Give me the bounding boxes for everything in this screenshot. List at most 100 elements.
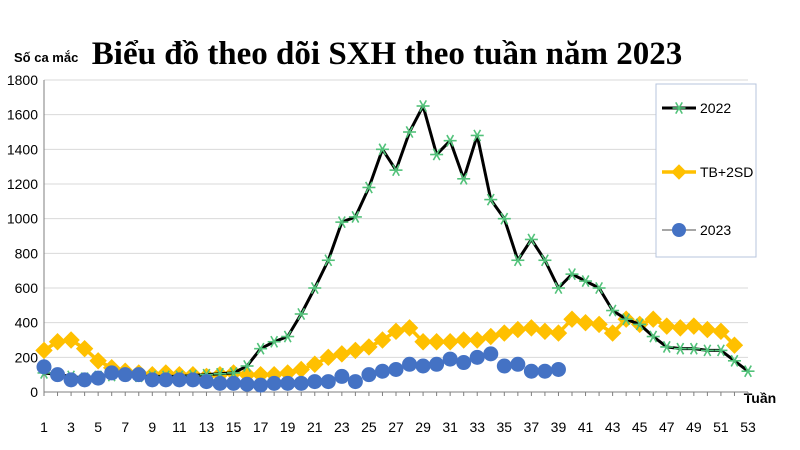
diamond-marker (306, 355, 324, 373)
data-point (198, 374, 214, 390)
asterisk-stroke (337, 216, 346, 229)
data-point (606, 304, 620, 317)
y-tick-label: 400 (15, 315, 39, 331)
data-point (427, 333, 446, 351)
data-point (619, 313, 633, 326)
asterisk-stroke (486, 193, 495, 206)
axes (43, 80, 749, 396)
data-point (590, 315, 608, 334)
data-point (402, 356, 418, 372)
diamond-marker (725, 336, 744, 354)
data-point (712, 322, 730, 341)
data-point (77, 372, 93, 388)
diamond-marker (35, 341, 53, 360)
series-2023 (36, 346, 566, 393)
asterisk-stroke (419, 99, 428, 113)
asterisk-stroke (459, 172, 468, 185)
x-tick-label: 31 (442, 419, 458, 435)
diamond-marker (658, 317, 676, 335)
asterisk-stroke (364, 181, 373, 194)
diamond-marker (685, 317, 703, 335)
x-tick-label: 3 (67, 419, 75, 435)
legend-item: 2022 (662, 100, 731, 116)
data-point (226, 375, 242, 391)
x-tick-label: 39 (551, 419, 567, 435)
asterisk-stroke (595, 281, 604, 295)
data-point (403, 125, 417, 139)
x-tick-label: 11 (172, 419, 187, 435)
data-point (131, 367, 147, 383)
data-point (603, 324, 622, 342)
asterisk-stroke (716, 344, 725, 357)
x-tick-label: 1 (40, 419, 48, 435)
diamond-marker (590, 315, 608, 334)
y-tick-label: 200 (15, 349, 39, 365)
data-point (579, 275, 593, 288)
diamond-marker (509, 320, 527, 339)
data-point (673, 342, 687, 355)
diamond-marker (360, 338, 378, 356)
diamond-marker (712, 322, 730, 341)
asterisk-stroke (676, 342, 685, 355)
data-point (75, 339, 94, 358)
data-point (727, 354, 741, 367)
y-tick-label: 1200 (7, 176, 38, 192)
y-axis-label: Số ca mắc (14, 50, 78, 65)
x-tick-label: 49 (686, 419, 702, 435)
diamond-marker (468, 331, 486, 349)
diamond-marker (576, 313, 595, 332)
data-point (63, 372, 79, 388)
data-point (714, 344, 728, 357)
asterisk-stroke (432, 148, 441, 161)
diamond-marker (333, 345, 351, 363)
asterisk-stroke (744, 365, 752, 378)
data-point (254, 342, 268, 355)
asterisk-stroke (473, 129, 482, 142)
data-point (522, 319, 541, 337)
data-point (563, 310, 581, 328)
data-point (388, 361, 404, 377)
asterisk-stroke (405, 125, 414, 139)
asterisk-stroke (689, 342, 698, 355)
x-tick-label: 41 (578, 419, 594, 435)
asterisk-stroke (270, 335, 279, 348)
x-tick-label: 27 (388, 419, 404, 435)
data-point (700, 344, 714, 357)
diamond-marker (427, 333, 446, 351)
x-tick-label: 37 (524, 419, 540, 435)
diamond-marker (414, 333, 432, 351)
asterisk-stroke (675, 101, 683, 115)
y-tick-label: 800 (15, 245, 39, 261)
data-point (416, 99, 430, 113)
data-point (144, 372, 160, 388)
data-point (362, 181, 376, 194)
diamond-marker (495, 324, 514, 342)
diamond-marker (319, 348, 338, 367)
x-tick-label: 43 (605, 419, 621, 435)
data-point (281, 330, 295, 343)
data-point (482, 327, 500, 346)
data-point (387, 322, 405, 341)
asterisk-stroke (662, 340, 671, 353)
diamond-marker (603, 324, 622, 342)
y-tick-label: 1600 (7, 107, 38, 123)
diamond-marker (536, 322, 554, 341)
data-point (538, 254, 552, 267)
asterisk-stroke (622, 313, 631, 326)
asterisk-stroke (635, 318, 644, 331)
diamond-marker (671, 319, 690, 337)
data-point (510, 356, 526, 372)
data-point (429, 356, 445, 372)
asterisk-stroke (324, 254, 333, 267)
data-point (319, 348, 338, 367)
legend-item: TB+2SD (662, 164, 753, 180)
data-point (523, 363, 539, 379)
x-tick-label: 45 (632, 419, 648, 435)
data-point (347, 374, 363, 390)
data-point (361, 367, 377, 383)
data-point (253, 377, 269, 393)
data-point (698, 320, 717, 339)
diamond-marker (482, 327, 500, 346)
diamond-marker (387, 322, 405, 341)
